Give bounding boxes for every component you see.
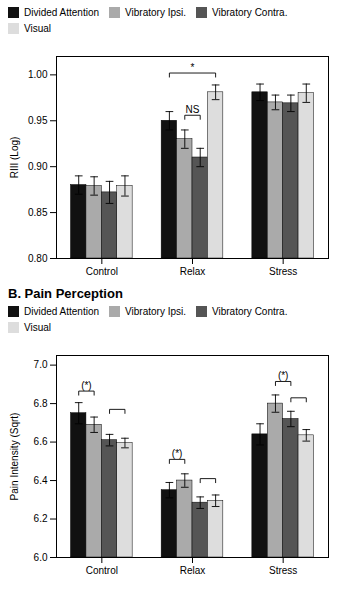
svg-text:(*): (*) [81,380,92,391]
html-text:B. Pain Perception: B. Pain Perception [8,286,123,301]
svg-text:Stress: Stress [269,565,297,576]
html-text:Visual: Visual [24,23,52,35]
svg-text:6.4: 6.4 [34,475,48,486]
svg-text:0.90: 0.90 [28,161,48,172]
svg-text:0.80: 0.80 [28,253,48,264]
svg-text:7.0: 7.0 [34,359,48,370]
html-text:Divided Attention: Divided Attention [24,305,100,317]
svg-text:NS: NS [186,104,200,115]
svg-text:6.6: 6.6 [34,436,48,447]
svg-text:1.00: 1.00 [28,69,48,80]
svg-text:Stress: Stress [269,266,297,277]
html-text:Vibratory Contra.: Vibratory Contra. [212,6,288,18]
svg-text:6.8: 6.8 [34,398,48,409]
svg-text:(*): (*) [278,370,289,381]
html-text:Vibratory Ipsi.: Vibratory Ipsi. [125,305,186,317]
svg-text:6.2: 6.2 [34,513,48,524]
svg-text:Control: Control [86,565,118,576]
html-text:Vibratory Contra.: Vibratory Contra. [212,305,288,317]
svg-text:Pain Intensity (Sqrt): Pain Intensity (Sqrt) [9,413,20,501]
svg-text:Relax: Relax [180,266,206,277]
html-text:Visual: Visual [24,322,52,334]
svg-text:(*): (*) [172,448,183,459]
svg-text:0.95: 0.95 [28,115,48,126]
svg-text:Control: Control [86,266,118,277]
svg-text:Relax: Relax [180,565,206,576]
svg-text:6.0: 6.0 [34,552,48,563]
svg-text:RIII (Log): RIII (Log) [9,137,20,179]
html-text:Divided Attention: Divided Attention [24,6,100,18]
svg-text:*: * [191,62,195,73]
svg-text:0.85: 0.85 [28,207,48,218]
html-text:Vibratory Ipsi.: Vibratory Ipsi. [125,6,186,18]
